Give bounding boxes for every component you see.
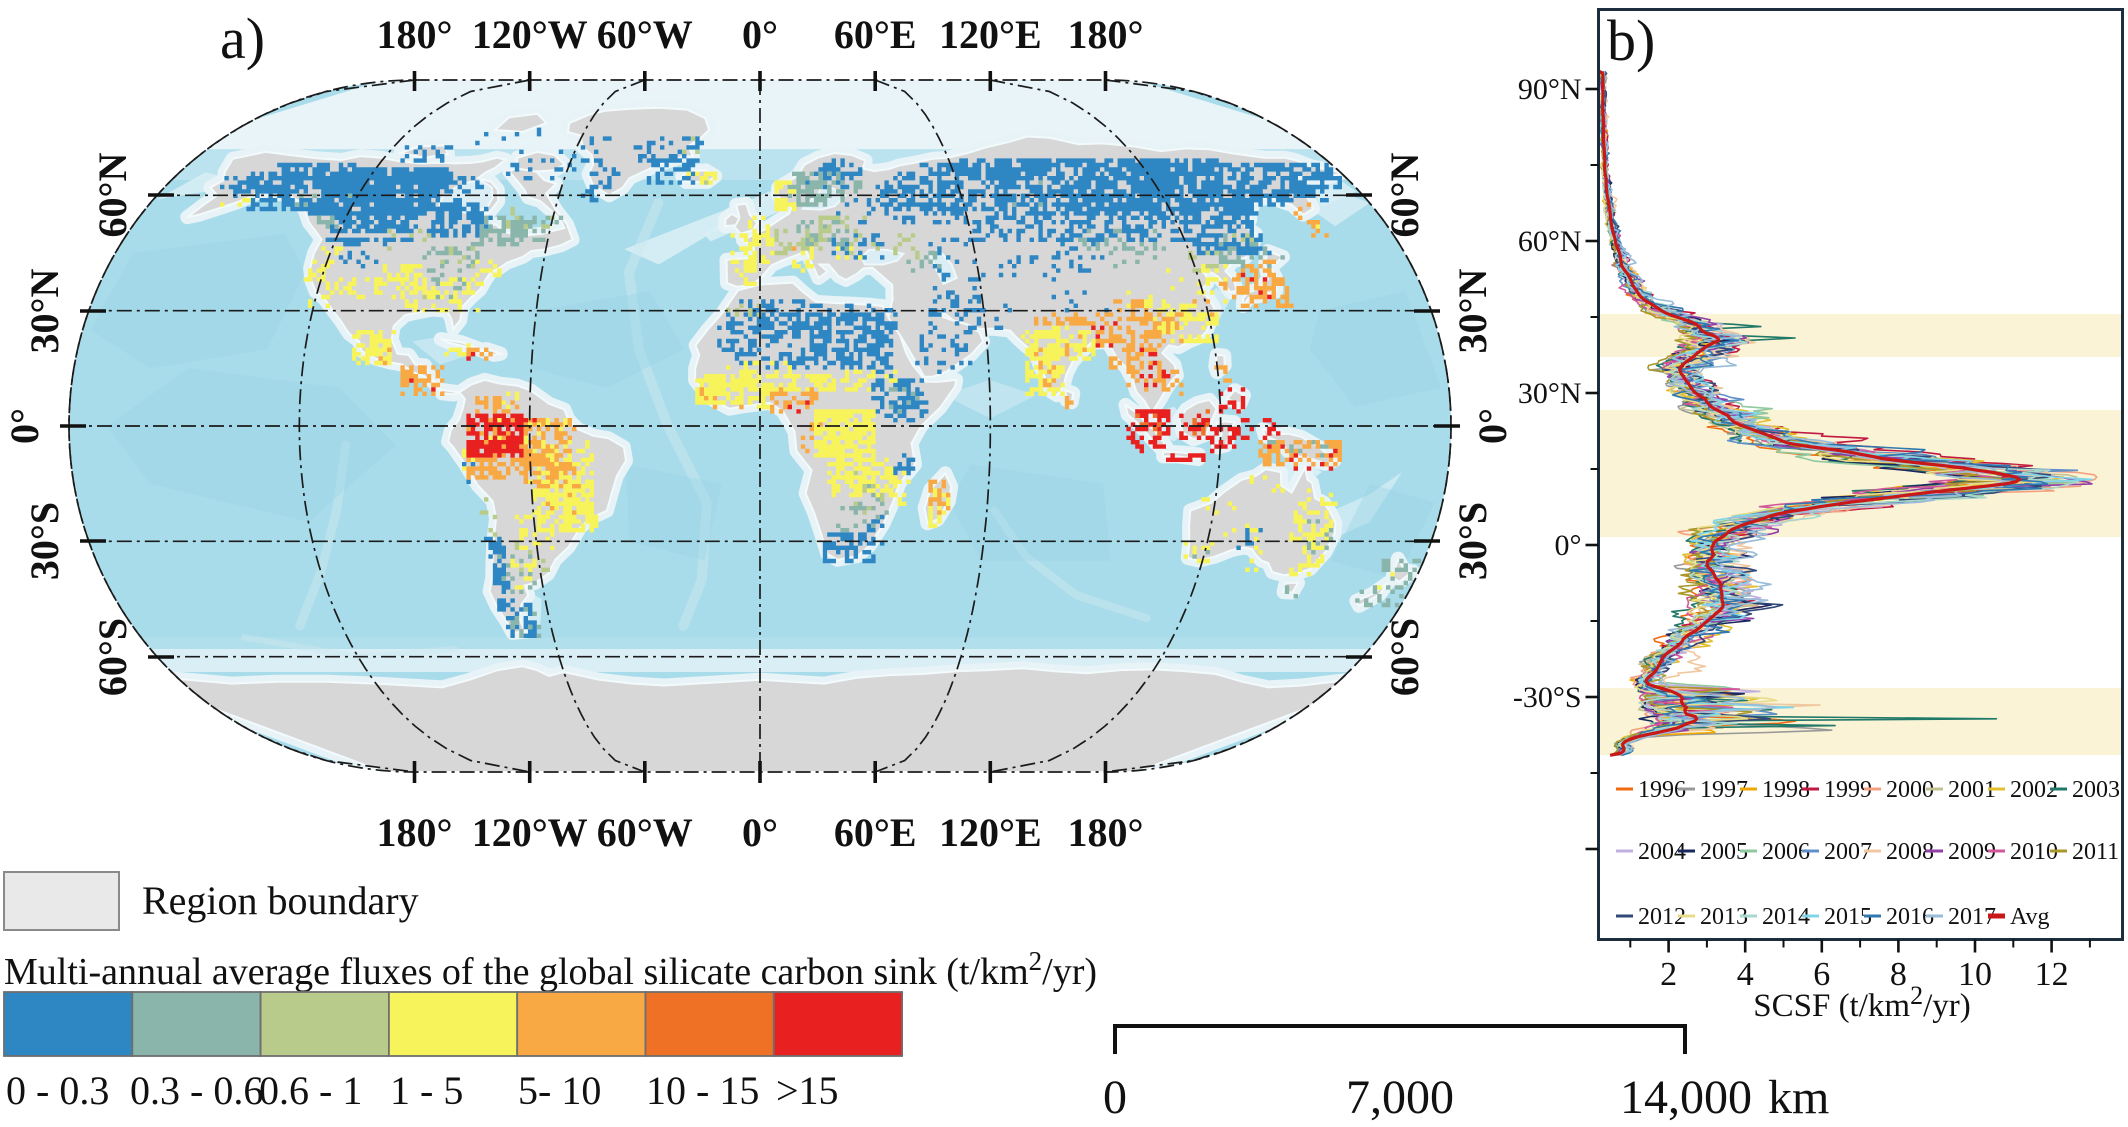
- svg-text:0.3 - 0.6: 0.3 - 0.6: [130, 1068, 263, 1113]
- svg-text:180°: 180°: [377, 12, 453, 57]
- svg-text:60°N: 60°N: [90, 152, 135, 237]
- svg-text:4: 4: [1737, 956, 1754, 993]
- svg-text:60°S: 60°S: [90, 618, 135, 696]
- svg-text:0°: 0°: [1470, 408, 1515, 444]
- svg-text:2: 2: [1660, 956, 1677, 993]
- svg-text:0.6 - 1: 0.6 - 1: [259, 1068, 362, 1113]
- svg-text:1 - 5: 1 - 5: [390, 1068, 463, 1113]
- svg-text:0°: 0°: [1555, 529, 1582, 562]
- svg-text:60°N: 60°N: [1382, 152, 1427, 237]
- svg-text:0°: 0°: [742, 810, 778, 855]
- svg-text:6: 6: [1813, 956, 1830, 993]
- svg-text:180°: 180°: [1068, 810, 1144, 855]
- svg-text:120°W: 120°W: [472, 810, 588, 855]
- svg-text:30°S: 30°S: [22, 502, 67, 580]
- svg-text:60°N: 60°N: [1518, 225, 1582, 258]
- svg-text:14,000: 14,000: [1620, 1071, 1752, 1122]
- svg-text:60°E: 60°E: [834, 810, 917, 855]
- svg-text:-30°S: -30°S: [1513, 681, 1582, 714]
- svg-text:b): b): [1607, 8, 1655, 73]
- svg-text:0 - 0.3: 0 - 0.3: [6, 1068, 109, 1113]
- svg-text:60°W: 60°W: [597, 810, 693, 855]
- svg-text:60°E: 60°E: [834, 12, 917, 57]
- svg-text:a): a): [220, 6, 265, 71]
- svg-text:10: 10: [1958, 956, 1992, 993]
- svg-text:30°S: 30°S: [1450, 502, 1495, 580]
- svg-text:120°E: 120°E: [939, 810, 1042, 855]
- svg-text:0: 0: [1103, 1071, 1127, 1122]
- svg-text:0°: 0°: [742, 12, 778, 57]
- svg-text:120°W: 120°W: [472, 12, 588, 57]
- svg-text:0°: 0°: [2, 408, 47, 444]
- svg-text:30°N: 30°N: [1450, 268, 1495, 353]
- svg-text:120°E: 120°E: [939, 12, 1042, 57]
- svg-text:Region boundary: Region boundary: [142, 878, 419, 923]
- svg-text:90°N: 90°N: [1518, 73, 1582, 106]
- svg-text:8: 8: [1890, 956, 1907, 993]
- svg-text:>15: >15: [776, 1068, 839, 1113]
- svg-text:2003: 2003: [2072, 777, 2120, 803]
- svg-text:30°N: 30°N: [1518, 377, 1582, 410]
- svg-text:Multi-annual average fluxes of: Multi-annual average fluxes of the globa…: [4, 946, 1097, 993]
- svg-text:30°N: 30°N: [22, 268, 67, 353]
- svg-text:60°W: 60°W: [597, 12, 693, 57]
- svg-text:7,000: 7,000: [1346, 1071, 1454, 1122]
- svg-text:10 - 15: 10 - 15: [646, 1068, 759, 1113]
- svg-text:60°S: 60°S: [1382, 618, 1427, 696]
- svg-text:5- 10: 5- 10: [518, 1068, 601, 1113]
- svg-text:180°: 180°: [377, 810, 453, 855]
- svg-text:SCSF (t/km2/yr): SCSF (t/km2/yr): [1753, 981, 1970, 1024]
- svg-text:12: 12: [2035, 956, 2069, 993]
- svg-text:180°: 180°: [1068, 12, 1144, 57]
- svg-text:Avg: Avg: [2010, 904, 2050, 930]
- svg-text:km: km: [1768, 1071, 1829, 1122]
- svg-text:2011: 2011: [2072, 839, 2119, 865]
